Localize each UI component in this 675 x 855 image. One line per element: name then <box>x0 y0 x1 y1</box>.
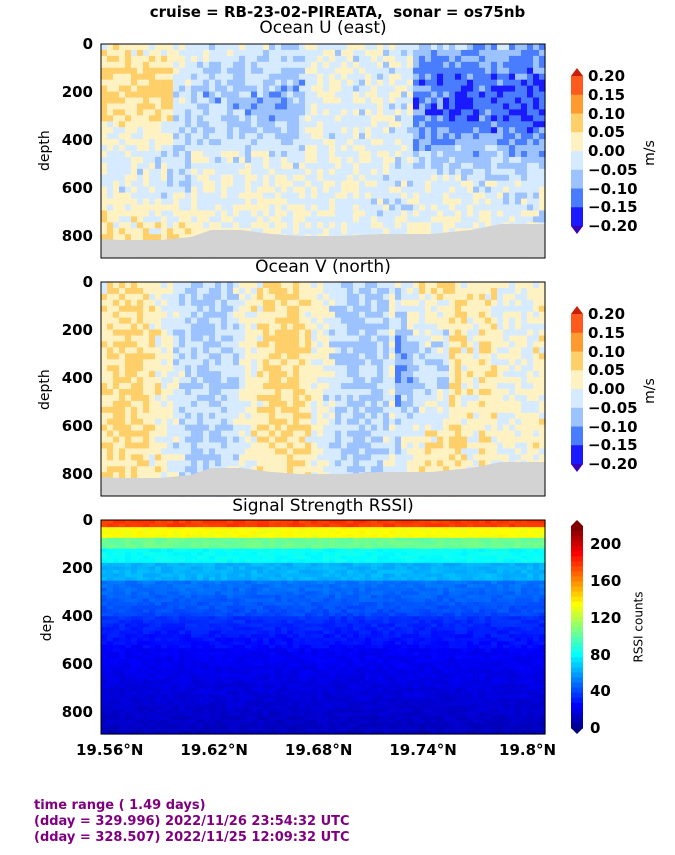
colorbar-tick-label: 80 <box>590 645 611 664</box>
y-tick-label: 800 <box>61 227 93 246</box>
colorbar-tick-label: 200 <box>590 535 622 554</box>
panel-rssi-colorbar <box>571 520 583 734</box>
colorbar-tick-label: 0.15 <box>588 85 626 104</box>
colorbar-tick-label: 0 <box>590 719 601 737</box>
panel-v-colorbar-label: m/s <box>641 378 658 404</box>
colorbar-tick-label: −0.10 <box>588 179 638 198</box>
colorbar-tick-label: −0.20 <box>588 217 638 235</box>
colorbar-tick-label: −0.15 <box>588 198 638 217</box>
colorbar-tick-label: −0.05 <box>588 160 638 179</box>
y-tick-label: 200 <box>61 559 93 578</box>
y-tick-label: 800 <box>61 703 93 722</box>
x-tick-label: 19.8°N <box>499 741 557 759</box>
panel-rssi-colorbar-label: RSSI counts <box>631 591 646 663</box>
panel-v-plot <box>100 281 546 497</box>
y-tick-label: 400 <box>61 131 93 150</box>
x-tick-label: 19.56°N <box>75 741 144 759</box>
panel-v-title: Ocean V (north) <box>255 257 391 277</box>
y-tick-label: 600 <box>61 417 93 436</box>
colorbar-tick-label: 0.20 <box>588 305 626 323</box>
colorbar-tick-label: 0.00 <box>588 142 626 160</box>
y-tick-label: 600 <box>61 655 93 674</box>
colorbar-tick-label: 0.05 <box>588 361 626 380</box>
panel-rssi-plot <box>100 519 546 735</box>
time-range-label: time range ( 1.49 days) <box>34 798 206 813</box>
x-tick-label: 19.62°N <box>180 741 248 759</box>
colorbar-tick-label: −0.20 <box>588 455 638 473</box>
x-tick-label: 19.68°N <box>284 741 353 759</box>
time-range-start: (dday = 328.507) 2022/11/25 12:09:32 UTC <box>34 830 350 845</box>
time-range-end: (dday = 329.996) 2022/11/26 23:54:32 UTC <box>34 814 350 829</box>
y-tick-label: 0 <box>82 273 93 291</box>
y-tick-label: 0 <box>82 511 93 529</box>
colorbar-tick-label: 120 <box>590 608 622 627</box>
colorbar-tick-label: 0.10 <box>588 342 626 361</box>
panel-u-title: Ocean U (east) <box>259 18 387 38</box>
y-tick-label: 200 <box>61 83 93 102</box>
x-tick-label: 19.74°N <box>389 741 457 759</box>
panel-u-colorbar-label: m/s <box>641 140 658 166</box>
colorbar-tick-label: 0.20 <box>588 67 626 85</box>
panel-v-colorbar <box>571 306 583 472</box>
y-tick-label: 0 <box>82 35 93 53</box>
colorbar-tick-label: 40 <box>590 682 611 701</box>
y-tick-label: 800 <box>61 465 93 484</box>
y-tick-label: 600 <box>61 179 93 198</box>
panel-u-colorbar <box>571 68 583 234</box>
panel-rssi-title: Signal Strength RSSI) <box>232 496 414 516</box>
panel-u-plot <box>100 43 546 259</box>
y-tick-label: 400 <box>61 369 93 388</box>
colorbar-tick-label: −0.10 <box>588 417 638 436</box>
colorbar-tick-label: −0.15 <box>588 436 638 455</box>
colorbar-tick-label: 160 <box>590 572 622 591</box>
colorbar-tick-label: 0.00 <box>588 380 626 398</box>
colorbar-tick-label: 0.15 <box>588 323 626 342</box>
y-tick-label: 400 <box>61 607 93 626</box>
figure-suptitle: cruise = RB-23-02-PIREATA, sonar = os75n… <box>149 3 526 21</box>
colorbar-tick-label: −0.05 <box>588 398 638 417</box>
colorbar-tick-label: 0.05 <box>588 123 626 142</box>
colorbar-tick-label: 0.10 <box>588 104 626 123</box>
y-tick-label: 200 <box>61 321 93 340</box>
